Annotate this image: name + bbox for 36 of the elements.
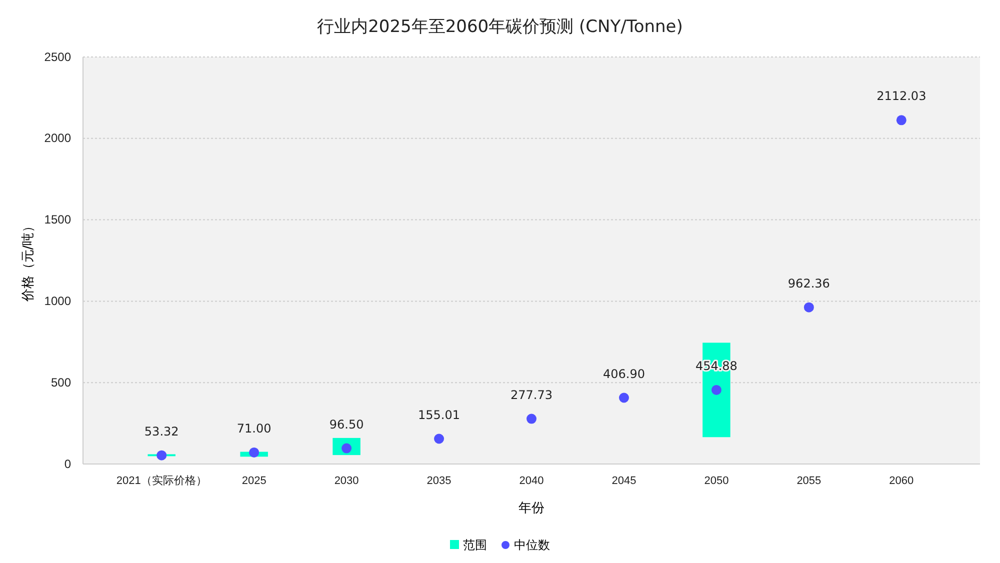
legend-label: 中位数 [514, 538, 550, 552]
data-label: 406.90 [602, 366, 645, 381]
point [249, 447, 260, 458]
data-label: 277.73 [510, 388, 552, 402]
x-tick-label: 2045 [612, 474, 636, 487]
point [804, 302, 814, 312]
chart-title: 行业内2025年至2060年碳价预测 (CNY/Tonne) [317, 17, 683, 37]
x-tick-label: 2025 [242, 474, 266, 487]
data-label: 53.32 [144, 424, 179, 438]
point [618, 392, 629, 403]
point [526, 414, 536, 424]
data-label: 71.00 [236, 421, 272, 436]
x-tick-label: 2060 [889, 474, 914, 487]
x-tick-label: 2021（实际价格） [116, 474, 207, 487]
x-tick-label: 2055 [796, 474, 822, 487]
point [896, 115, 906, 126]
point [434, 434, 444, 444]
x-tick-label: 2040 [519, 474, 544, 487]
point [711, 384, 722, 395]
data-label: 155.01 [418, 408, 460, 422]
x-tick-label: 2050 [704, 474, 729, 487]
y-tick-label: 2000 [44, 131, 72, 146]
y-tick-label: 500 [50, 375, 72, 390]
data-label: 2112.03 [876, 89, 926, 104]
y-tick-label: 1500 [44, 212, 72, 227]
y-axis-title: 价格（元/吨） [21, 219, 36, 303]
x-tick-label: 2035 [426, 474, 452, 487]
y-tick-label: 0 [64, 456, 72, 471]
point [156, 450, 167, 460]
y-tick-label: 2500 [44, 50, 72, 64]
y-tick-label: 1000 [44, 294, 72, 308]
legend-label: 范围 [463, 538, 487, 552]
x-axis-title: 年份 [518, 501, 544, 516]
data-label: 962.36 [788, 276, 830, 290]
x-tick-label: 2030 [334, 474, 359, 487]
data-label: 96.50 [329, 417, 364, 432]
